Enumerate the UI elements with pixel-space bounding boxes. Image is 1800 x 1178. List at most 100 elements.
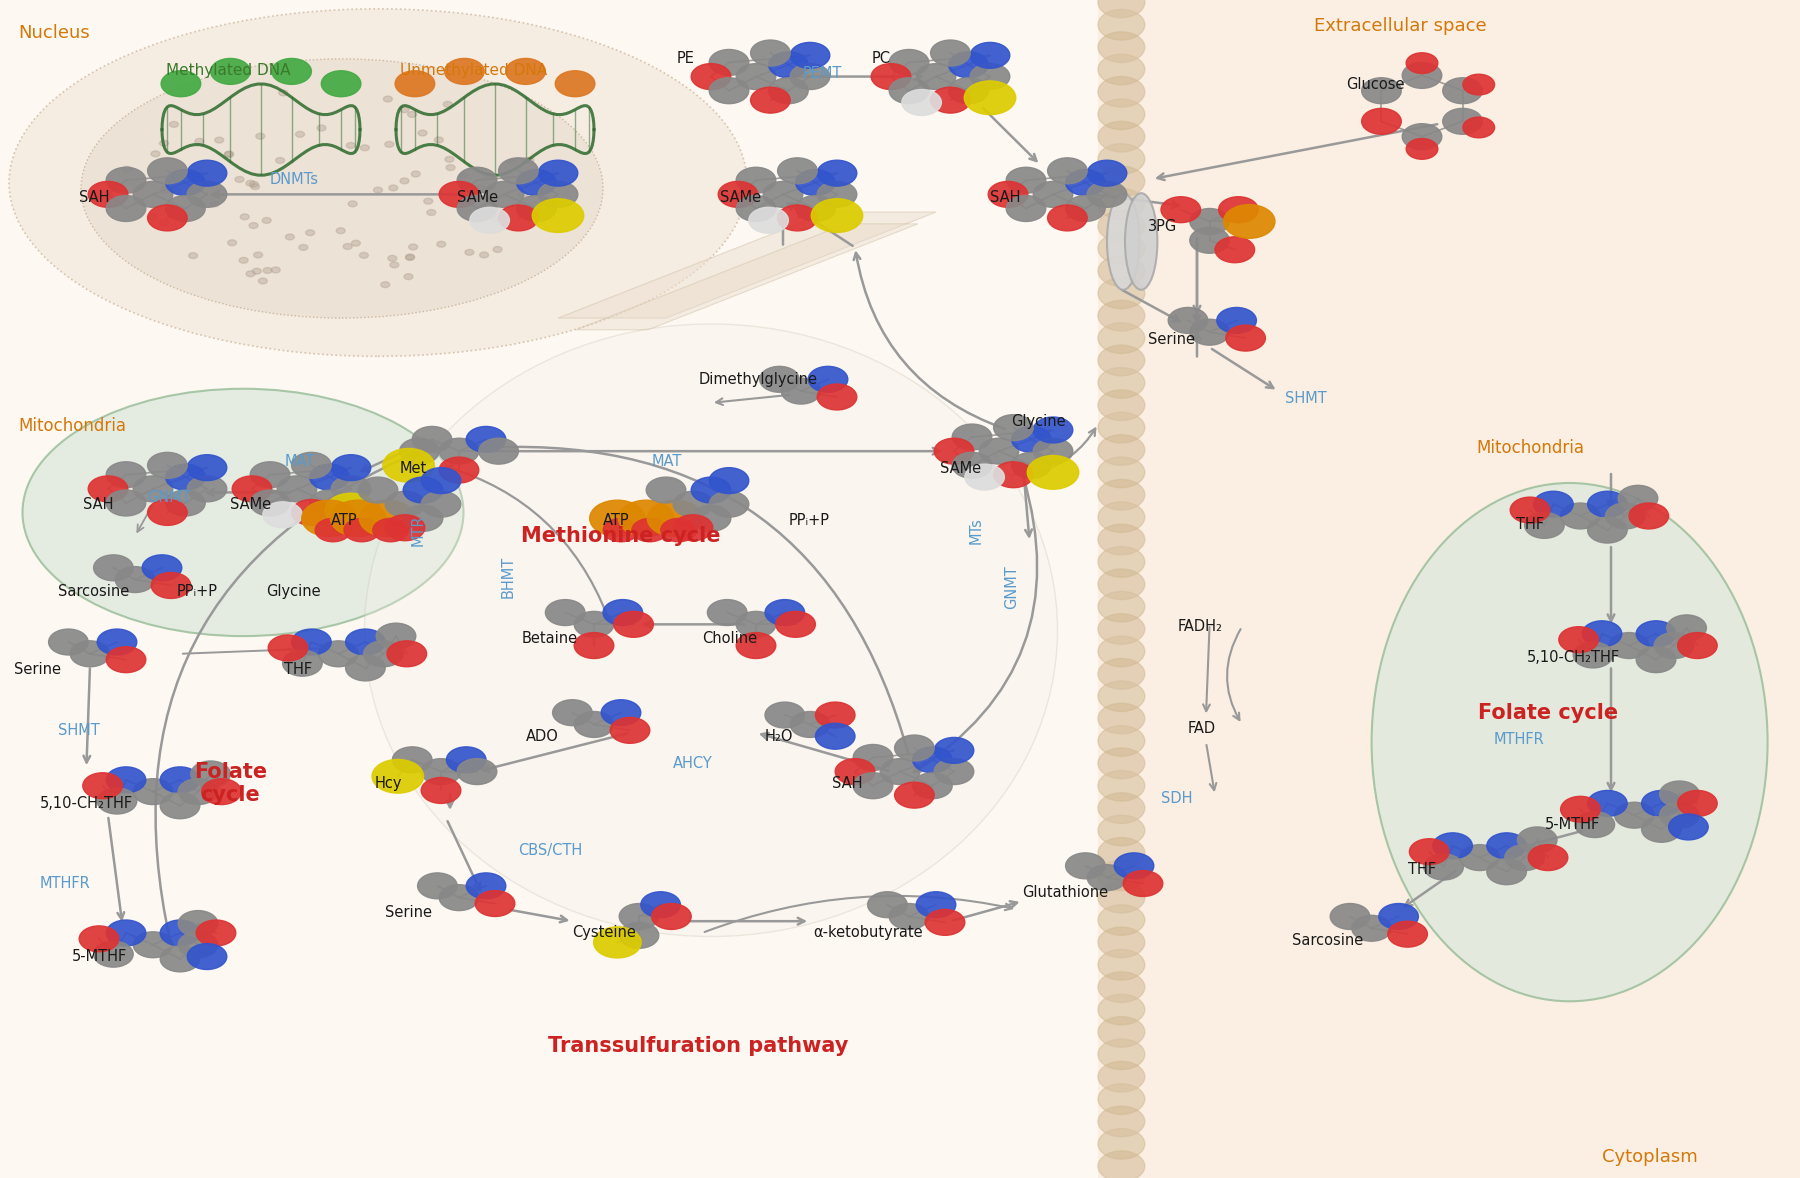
Text: 5,10-CH₂THF: 5,10-CH₂THF [1526, 650, 1620, 664]
Circle shape [317, 125, 326, 131]
Circle shape [1098, 412, 1145, 443]
Circle shape [1433, 833, 1472, 859]
Circle shape [751, 87, 790, 113]
Text: PEMT: PEMT [803, 66, 842, 80]
Circle shape [272, 267, 281, 273]
Circle shape [1098, 949, 1145, 980]
Circle shape [1098, 144, 1145, 174]
Circle shape [1098, 278, 1145, 309]
Text: Choline: Choline [702, 631, 758, 646]
Circle shape [646, 477, 686, 503]
Text: SAH: SAH [990, 191, 1021, 205]
Circle shape [1098, 390, 1145, 421]
Circle shape [1168, 307, 1208, 333]
Circle shape [475, 891, 515, 916]
Circle shape [225, 152, 234, 158]
Text: Mitochondria: Mitochondria [18, 417, 126, 436]
Circle shape [889, 49, 929, 75]
Circle shape [1629, 503, 1669, 529]
Circle shape [1098, 726, 1145, 756]
Circle shape [1098, 547, 1145, 577]
Circle shape [391, 262, 400, 267]
Circle shape [272, 59, 311, 85]
Circle shape [250, 181, 259, 187]
Circle shape [691, 64, 731, 90]
Text: CBS/CTH: CBS/CTH [518, 843, 583, 858]
Circle shape [1098, 457, 1145, 488]
Circle shape [1660, 802, 1699, 828]
Circle shape [1226, 325, 1265, 351]
Circle shape [403, 477, 443, 503]
Circle shape [315, 518, 351, 542]
Circle shape [360, 252, 369, 258]
Circle shape [310, 490, 349, 516]
Circle shape [1190, 227, 1229, 253]
Circle shape [1098, 368, 1145, 398]
Circle shape [410, 171, 419, 177]
Circle shape [979, 438, 1019, 464]
Circle shape [97, 788, 137, 814]
Circle shape [457, 196, 497, 221]
Circle shape [232, 476, 272, 502]
Circle shape [1660, 781, 1699, 807]
Circle shape [178, 911, 218, 937]
Circle shape [1006, 167, 1046, 193]
Circle shape [1510, 497, 1550, 523]
Circle shape [389, 185, 398, 191]
Text: FADH₂: FADH₂ [1177, 620, 1222, 634]
Circle shape [1098, 256, 1145, 286]
Circle shape [194, 138, 203, 144]
Circle shape [160, 140, 169, 146]
Circle shape [178, 779, 218, 805]
Circle shape [1114, 853, 1154, 879]
Circle shape [736, 196, 776, 221]
Circle shape [632, 518, 668, 542]
Circle shape [853, 744, 893, 770]
Circle shape [400, 107, 409, 113]
Circle shape [1609, 633, 1649, 659]
Circle shape [673, 515, 713, 541]
Circle shape [934, 737, 974, 763]
Circle shape [437, 241, 446, 247]
Text: Mitochondria: Mitochondria [1476, 438, 1584, 457]
Ellipse shape [81, 59, 603, 318]
Circle shape [319, 641, 358, 667]
Text: PC: PC [871, 52, 891, 66]
Circle shape [446, 165, 455, 171]
Circle shape [142, 555, 182, 581]
Circle shape [250, 184, 259, 190]
Circle shape [1642, 790, 1681, 816]
Circle shape [1559, 627, 1598, 653]
Circle shape [331, 455, 371, 481]
Circle shape [412, 426, 452, 452]
Circle shape [934, 438, 974, 464]
Circle shape [522, 177, 531, 183]
Circle shape [781, 378, 821, 404]
Ellipse shape [23, 389, 464, 636]
Circle shape [916, 892, 956, 918]
Circle shape [382, 282, 391, 287]
Text: MTs: MTs [968, 517, 983, 543]
Circle shape [1388, 921, 1427, 947]
Circle shape [594, 927, 641, 958]
Circle shape [1618, 485, 1658, 511]
Circle shape [331, 501, 385, 536]
Text: Hcy: Hcy [374, 776, 401, 790]
Text: ADO: ADO [526, 729, 558, 743]
Circle shape [292, 629, 331, 655]
Circle shape [895, 735, 934, 761]
Circle shape [765, 600, 805, 626]
Circle shape [470, 207, 509, 233]
Circle shape [1098, 659, 1145, 689]
Circle shape [796, 170, 835, 196]
Circle shape [148, 205, 187, 231]
Circle shape [1098, 99, 1145, 130]
Circle shape [817, 181, 857, 207]
Circle shape [1224, 205, 1274, 238]
Circle shape [1098, 166, 1145, 197]
Circle shape [160, 186, 169, 192]
Circle shape [709, 49, 749, 75]
Circle shape [427, 210, 436, 216]
Circle shape [166, 170, 205, 196]
Text: Methylated DNA: Methylated DNA [166, 64, 290, 78]
